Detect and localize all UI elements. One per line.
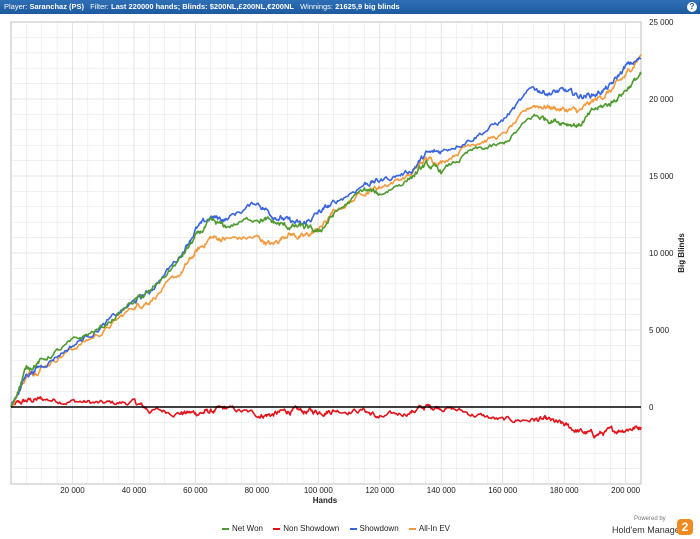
x-tick-label: 180 000	[550, 486, 579, 495]
x-tick-label: 100 000	[304, 486, 333, 495]
legend-net-won-swatch	[222, 527, 229, 530]
legend-net-won-label: Net Won	[232, 524, 263, 533]
y-tick-label: 5 000	[649, 326, 670, 335]
hem2-logo-icon: 2	[677, 519, 693, 535]
y-tick-label: 15 000	[649, 172, 674, 181]
x-tick-label: 140 000	[427, 486, 456, 495]
y-tick-label: 20 000	[649, 95, 674, 104]
series-non-showdown	[10, 396, 642, 439]
y-tick-labels: 0 5 000 10 000 15 000 20 000 25 000	[649, 18, 674, 412]
brand-name: Hold'em Manager	[612, 525, 683, 535]
legend-allin-ev[interactable]: All-In EV	[408, 524, 450, 533]
legend-non-showdown-swatch	[273, 527, 281, 530]
y-tick-label: 10 000	[649, 249, 674, 258]
help-icon[interactable]: ?	[687, 2, 697, 12]
winnings-label: Winnings:	[300, 2, 334, 11]
title-bar: Player: Saranchaz (PS) Filter: Last 2200…	[0, 0, 700, 14]
branding: Powered by Hold'em Manager 2	[612, 516, 700, 538]
y-tick-label: 0	[649, 403, 654, 412]
legend-showdown-label: Showdown	[359, 524, 399, 533]
x-tick-label: 160 000	[488, 486, 517, 495]
legend: Net Won Non Showdown Showdown All-In EV	[222, 524, 458, 533]
legend-non-showdown-label: Non Showdown	[283, 524, 340, 533]
x-tick-label: 60 000	[183, 486, 208, 495]
series-lines	[10, 54, 642, 439]
legend-net-won[interactable]: Net Won	[222, 524, 263, 533]
legend-showdown-swatch	[349, 527, 357, 530]
player-label-group: Player: Saranchaz (PS)	[4, 0, 84, 14]
x-tick-label: 200 000	[611, 486, 640, 495]
x-tick-label: 20 000	[60, 486, 85, 495]
filter-label: Filter:	[90, 2, 109, 11]
winnings-value: 21625,9 big blinds	[335, 2, 400, 11]
x-tick-labels: 20 000 40 000 60 000 80 000 100 000 120 000 14…	[60, 486, 640, 495]
player-value: Saranchaz (PS)	[29, 2, 85, 11]
x-tick-label: 120 000	[365, 486, 394, 495]
player-label: Player:	[4, 2, 28, 11]
series-showdown	[10, 56, 642, 408]
legend-showdown[interactable]: Showdown	[349, 524, 399, 533]
filter-label-group: Filter: Last 220000 hands; Blinds: $200N…	[90, 0, 294, 14]
legend-allin-ev-label: All-In EV	[418, 524, 450, 533]
y-tick-label: 25 000	[649, 18, 674, 27]
x-axis-label: Hands	[313, 496, 338, 505]
legend-non-showdown[interactable]: Non Showdown	[273, 524, 339, 533]
x-tick-label: 80 000	[245, 486, 270, 495]
legend-allin-ev-swatch	[408, 527, 416, 530]
filter-value: Last 220000 hands; Blinds: $200NL,£200NL…	[110, 2, 294, 11]
winnings-label-group: Winnings: 21625,9 big blinds	[300, 0, 400, 14]
powered-by-text: Powered by	[634, 516, 666, 522]
y-axis-label: Big Blinds	[677, 233, 686, 273]
x-tick-label: 40 000	[122, 486, 147, 495]
series-allin-ev	[10, 54, 642, 408]
series-net-won	[10, 71, 642, 408]
